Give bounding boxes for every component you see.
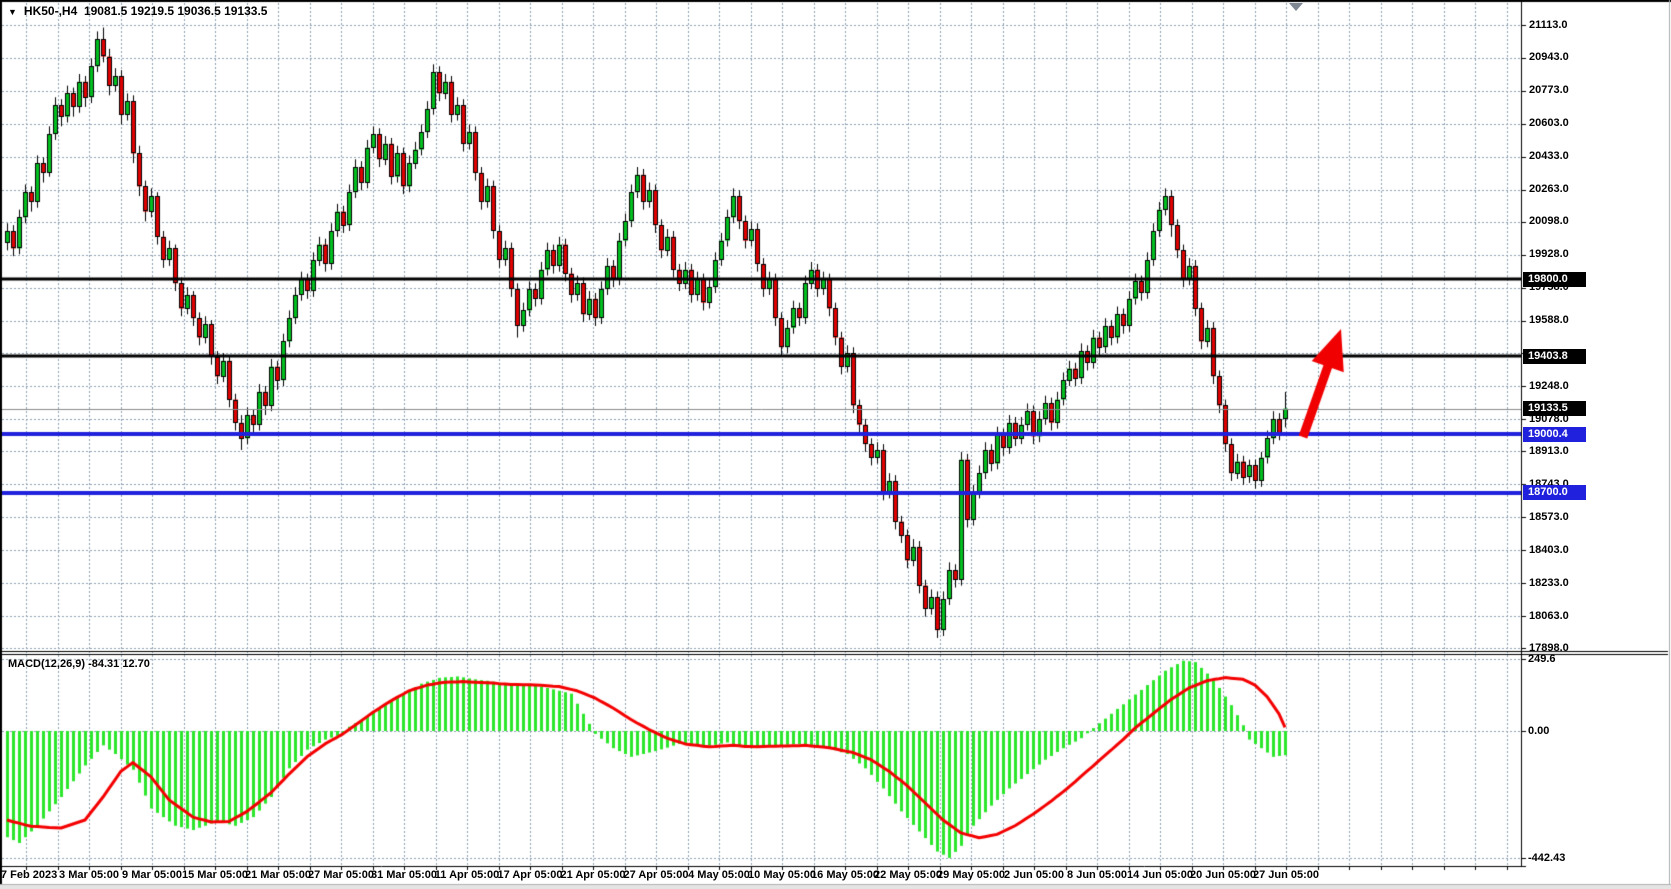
time-tick-label: 27 Feb 2023 [0,869,58,881]
price-tick-label: 18233.0 [1529,577,1569,589]
time-tick-label: 17 Apr 05:00 [497,869,563,881]
chart-title: ▼ HK50-,H4 19081.5 19219.5 19036.5 19133.… [8,4,267,19]
price-tick-label: 20263.0 [1529,183,1569,195]
time-tick-label: 27 Mar 05:00 [307,869,375,881]
time-tick-label: 9 Mar 05:00 [122,869,182,881]
price-tick-label: 18573.0 [1529,511,1569,523]
price-tick-label: 18913.0 [1529,445,1569,457]
time-tick-label: 27 Apr 05:00 [623,869,689,881]
time-tick-label: 20 Jun 05:00 [1189,869,1257,881]
current-price-label: 19133.5 [1523,401,1586,416]
price-tick-label: 18403.0 [1529,544,1569,556]
time-tick-label: 29 May 05:00 [937,869,1005,881]
time-tick-label: 22 May 05:00 [874,869,942,881]
price-tick-label: 21113.0 [1529,19,1568,31]
time-tick-label: 2 Jun 05:00 [1004,869,1064,881]
time-tick-label: 21 Apr 05:00 [560,869,626,881]
level-price-label: 19000.4 [1523,427,1586,442]
price-tick-label: 20943.0 [1529,51,1569,63]
time-tick-label: 21 Mar 05:00 [244,869,312,881]
price-tick-label: 20603.0 [1529,117,1569,129]
time-tick-label: 4 May 05:00 [688,869,750,881]
price-tick-label: 20098.0 [1529,215,1569,227]
indicator-values-label: -84.31 12.70 [88,658,150,670]
time-tick-label: 15 Mar 05:00 [181,869,249,881]
time-tick-label: 3 Mar 05:00 [59,869,119,881]
price-tick-label: 20773.0 [1529,84,1569,96]
symbol-timeframe-label: HK50-,H4 [23,4,78,18]
time-tick-label: 10 May 05:00 [748,869,816,881]
indicator-tick-label: 0.00 [1528,725,1550,737]
price-tick-label: 18063.0 [1529,610,1569,622]
level-price-label: 19800.0 [1523,272,1586,287]
ohlc-values-label: 19081.5 19219.5 19036.5 19133.5 [83,4,268,18]
indicator-name-label: MACD(12,26,9) [8,658,86,670]
chart-shift-marker-icon[interactable] [1289,3,1303,11]
time-tick-label: 8 Jun 05:00 [1067,869,1127,881]
time-tick-label: 27 Jun 05:00 [1252,869,1320,881]
time-tick-label: 16 May 05:00 [811,869,879,881]
price-tick-label: 19928.0 [1529,248,1569,260]
indicator-tick-label: -442.43 [1528,852,1566,864]
price-tick-label: 19588.0 [1529,314,1569,326]
level-price-label: 19403.8 [1523,349,1586,364]
level-price-label: 18700.0 [1523,485,1586,500]
indicator-tick-label: 249.6 [1528,653,1556,665]
price-tick-label: 17898.0 [1529,642,1569,654]
indicator-label: MACD(12,26,9) -84.31 12.70 [8,657,150,671]
price-tick-label: 19248.0 [1529,380,1569,392]
time-tick-label: 11 Apr 05:00 [434,869,500,881]
price-tick-label: 19078.0 [1529,413,1569,425]
time-tick-label: 14 Jun 05:00 [1126,869,1194,881]
time-tick-label: 31 Mar 05:00 [370,869,438,881]
price-tick-label: 20433.0 [1529,150,1569,162]
symbol-dropdown-icon[interactable]: ▼ [8,7,17,17]
